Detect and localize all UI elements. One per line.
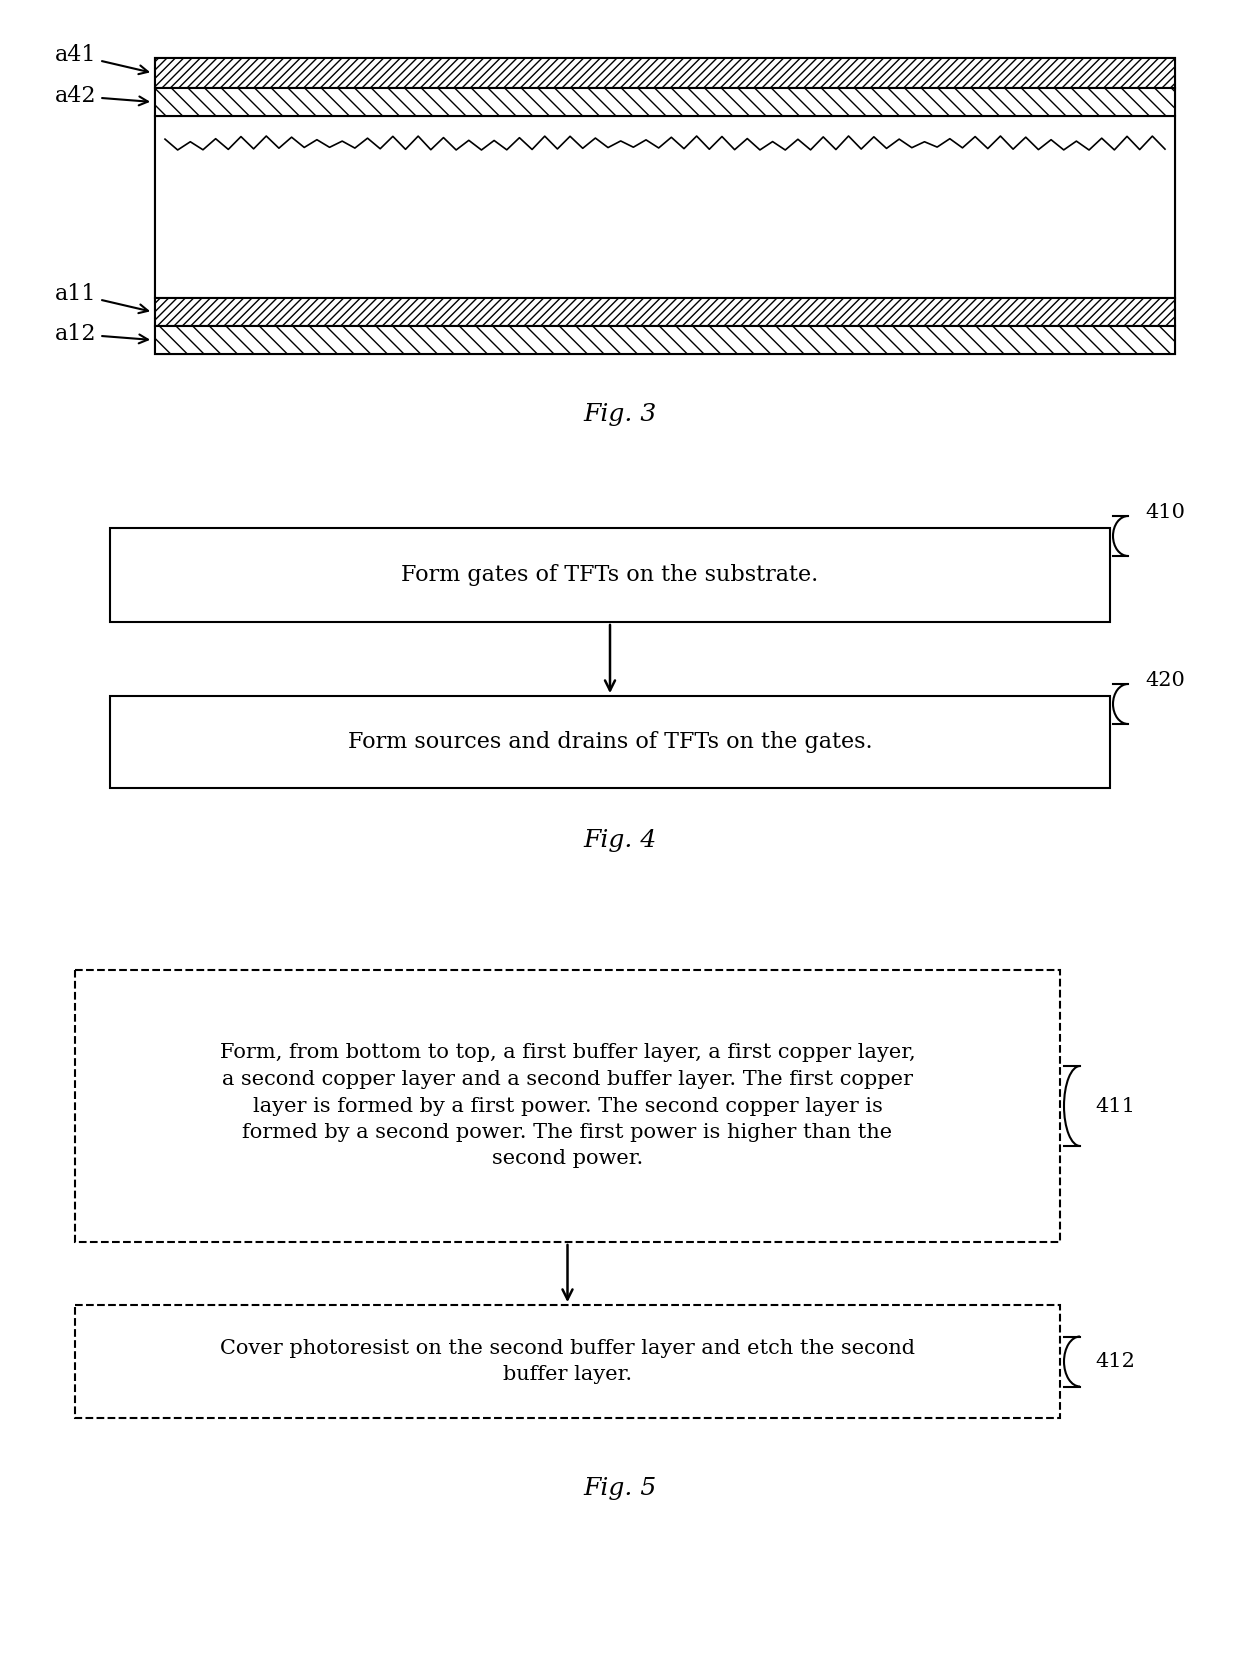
Bar bbox=[110, 696, 1110, 788]
Bar bbox=[155, 59, 1176, 354]
Text: a42: a42 bbox=[55, 85, 148, 107]
Bar bbox=[155, 326, 1176, 354]
Bar bbox=[155, 298, 1176, 326]
Bar bbox=[110, 528, 1110, 622]
Text: Form gates of TFTs on the substrate.: Form gates of TFTs on the substrate. bbox=[402, 563, 818, 585]
Text: Fig. 4: Fig. 4 bbox=[583, 829, 657, 851]
Text: a12: a12 bbox=[55, 323, 148, 344]
Bar bbox=[74, 970, 1060, 1242]
Text: a41: a41 bbox=[55, 43, 148, 74]
Text: Form, from bottom to top, a first buffer layer, a first copper layer,
a second c: Form, from bottom to top, a first buffer… bbox=[219, 1043, 915, 1169]
Text: 411: 411 bbox=[1095, 1097, 1135, 1115]
Text: 410: 410 bbox=[1145, 503, 1185, 522]
Text: a11: a11 bbox=[55, 283, 148, 313]
Text: Fig. 3: Fig. 3 bbox=[583, 403, 657, 426]
Text: 412: 412 bbox=[1095, 1353, 1135, 1371]
Text: Form sources and drains of TFTs on the gates.: Form sources and drains of TFTs on the g… bbox=[347, 731, 872, 752]
Bar bbox=[155, 115, 1176, 298]
Text: Cover photoresist on the second buffer layer and etch the second
buffer layer.: Cover photoresist on the second buffer l… bbox=[219, 1339, 915, 1384]
Text: Fig. 5: Fig. 5 bbox=[583, 1476, 657, 1500]
Bar bbox=[155, 89, 1176, 115]
Bar bbox=[74, 1306, 1060, 1418]
Bar bbox=[155, 59, 1176, 89]
Text: 420: 420 bbox=[1145, 672, 1185, 691]
